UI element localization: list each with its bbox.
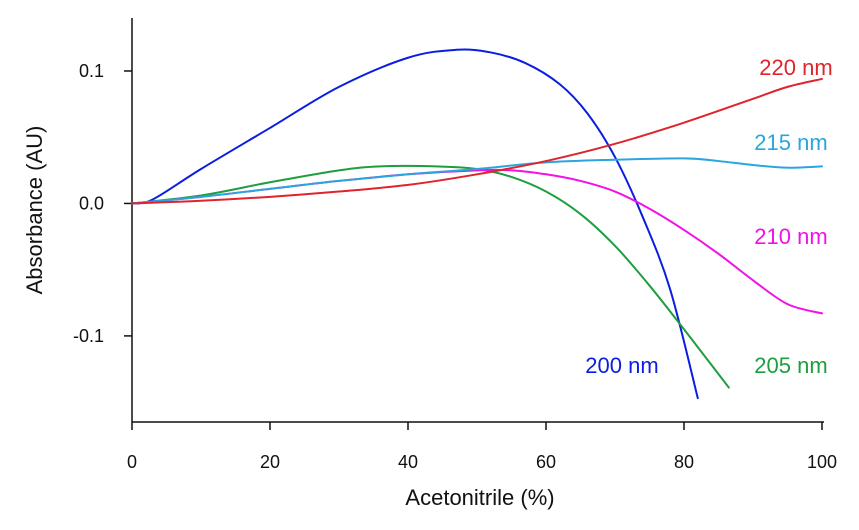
y-ticks: 0.1 0.0 -0.1: [73, 61, 132, 346]
series-line-215-nm: [131, 157, 823, 205]
x-tick-label: 60: [536, 452, 556, 472]
series-line-200-nm: [131, 48, 699, 400]
x-tick-label: 40: [398, 452, 418, 472]
series-label-210-nm: 210 nm: [754, 224, 827, 249]
series-lines: [131, 48, 823, 400]
y-tick-label: -0.1: [73, 326, 104, 346]
series-line-220-nm: [131, 77, 823, 205]
x-tick-label: 80: [674, 452, 694, 472]
x-tick-label: 20: [260, 452, 280, 472]
series-line-210-nm: [131, 168, 823, 315]
series-label-200-nm: 200 nm: [585, 353, 658, 378]
y-tick-label: 0.1: [79, 61, 104, 81]
axes: [131, 18, 824, 423]
x-axis-title: Acetonitrile (%): [405, 485, 554, 510]
series-label-220-nm: 220 nm: [759, 55, 832, 80]
y-axis-title: Absorbance (AU): [22, 126, 47, 295]
x-ticks: 0 20 40 60 80 100: [127, 422, 837, 472]
series-label-215-nm: 215 nm: [754, 130, 827, 155]
y-tick-label: 0.0: [79, 193, 104, 213]
series-labels: 200 nm 205 nm 210 nm 215 nm 220 nm: [585, 55, 832, 378]
x-tick-label: 100: [807, 452, 837, 472]
series-label-205-nm: 205 nm: [754, 353, 827, 378]
x-tick-label: 0: [127, 452, 137, 472]
